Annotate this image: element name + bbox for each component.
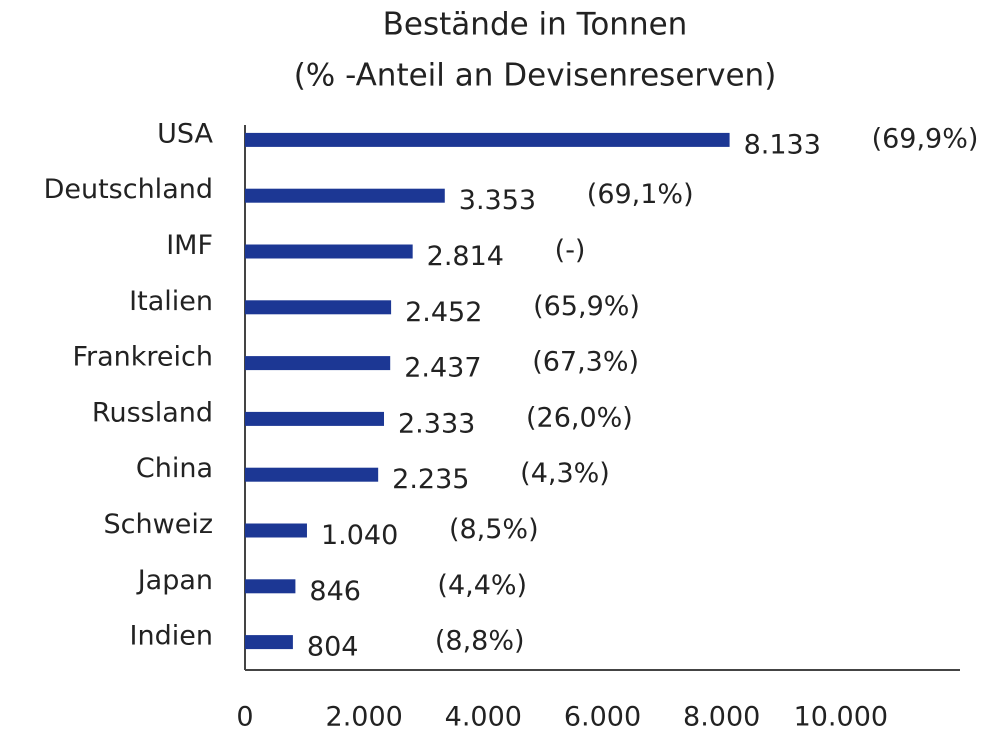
- share-label: (8,8%): [435, 626, 525, 657]
- x-tick-label: 10.000: [794, 702, 888, 733]
- value-label: 2.437: [404, 353, 481, 384]
- y-tick-label: IMF: [166, 230, 213, 261]
- y-tick-label: China: [136, 453, 213, 484]
- bar: [245, 635, 293, 650]
- share-label: (65,9%): [533, 291, 640, 322]
- bar: [245, 188, 445, 203]
- x-tick-label: 2.000: [326, 702, 403, 733]
- value-label: 2.333: [398, 408, 475, 439]
- y-tick-label: Deutschland: [44, 174, 213, 205]
- x-tick-label: 6.000: [564, 702, 641, 733]
- bar: [245, 300, 392, 315]
- bar: [245, 411, 385, 426]
- y-tick-label: USA: [157, 118, 213, 149]
- share-label: (4,3%): [520, 458, 610, 489]
- share-label: (69,1%): [587, 179, 694, 210]
- chart-title: Bestände in Tonnen: [383, 7, 688, 43]
- y-tick-label: Russland: [92, 397, 213, 428]
- bar: [245, 244, 413, 259]
- share-label: (4,4%): [437, 570, 527, 601]
- y-tick-label: Italien: [129, 286, 213, 317]
- value-label: 2.452: [405, 297, 482, 328]
- share-label: (26,0%): [526, 402, 633, 433]
- value-label: 8.133: [744, 129, 821, 160]
- bar: [245, 579, 296, 594]
- y-tick-label: Japan: [136, 565, 213, 596]
- x-tick-label: 4.000: [445, 702, 522, 733]
- share-label: (69,9%): [872, 123, 979, 154]
- value-label: 3.353: [459, 185, 536, 216]
- value-label: 804: [307, 632, 359, 663]
- share-label: (67,3%): [532, 347, 639, 378]
- value-label: 2.235: [392, 464, 469, 495]
- value-label: 846: [309, 576, 361, 607]
- x-tick-label: 0: [236, 702, 253, 733]
- bar: [245, 467, 379, 482]
- chart-subtitle: (% -Anteil an Devisenreserven): [294, 58, 777, 94]
- y-tick-label: Frankreich: [72, 342, 213, 373]
- x-tick-label: 8.000: [683, 702, 760, 733]
- value-label: 2.814: [427, 241, 504, 272]
- y-tick-label: Indien: [130, 621, 213, 652]
- share-label: (-): [555, 235, 586, 266]
- value-label: 1.040: [321, 520, 398, 551]
- y-tick-label: Schweiz: [104, 509, 213, 540]
- bar: [245, 523, 307, 538]
- bar: [245, 132, 730, 147]
- share-label: (8,5%): [449, 514, 539, 545]
- bar: [245, 356, 391, 371]
